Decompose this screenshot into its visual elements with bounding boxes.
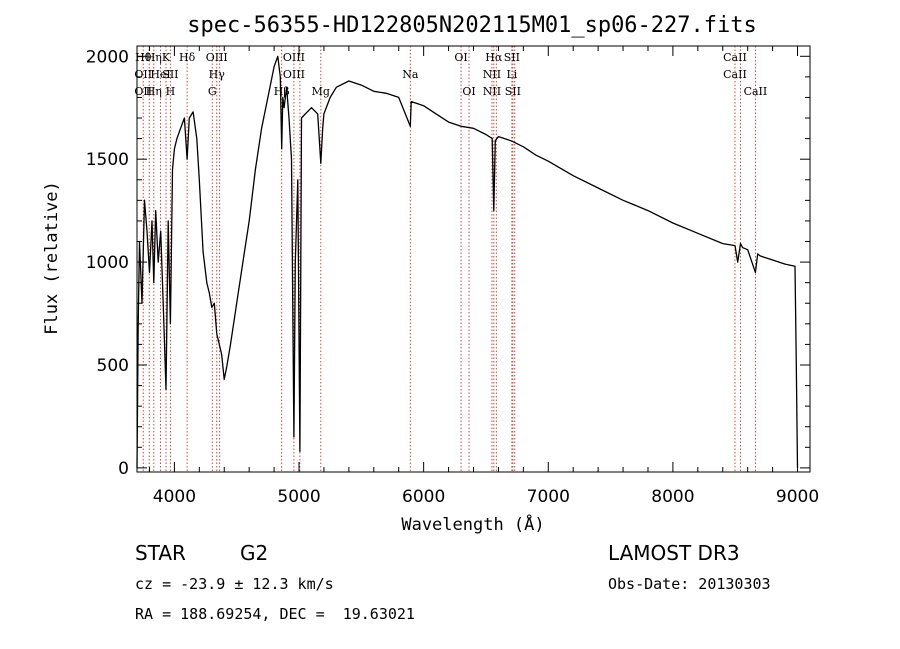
line-label: CaII [744, 85, 768, 98]
line-label: SII [504, 51, 520, 64]
line-label: Li [506, 68, 517, 81]
survey-name: LAMOST DR3 [608, 541, 740, 565]
redshift-text: cz = -23.9 ± 12.3 km/s [135, 575, 334, 593]
line-label: CaII [723, 51, 747, 64]
reference-lines [142, 46, 756, 472]
y-axis-ticks: 0 500 1000 1500 2000 [86, 47, 810, 479]
line-label: Mg [312, 85, 330, 98]
object-class: STAR [135, 541, 186, 565]
line-label: Hδ [179, 51, 196, 64]
line-label: G [208, 85, 217, 98]
line-label: SII [162, 68, 178, 81]
line-label: HeI [150, 68, 170, 81]
spectrum-line [136, 55, 799, 468]
line-label: CaII [723, 68, 747, 81]
object-subclass: G2 [240, 541, 268, 565]
x-axis-ticks: 4000 5000 6000 7000 8000 9000 [148, 46, 819, 507]
line-label: OIII [283, 68, 305, 81]
x-tick-label: 5000 [277, 487, 320, 507]
line-label: NII [483, 68, 501, 81]
line-label: H [166, 85, 176, 98]
line-label: Hη [146, 51, 162, 64]
line-label: OII [134, 68, 152, 81]
obs-date-text: Obs-Date: 20130303 [608, 575, 771, 593]
line-label: Na [402, 68, 419, 81]
x-tick-label: 6000 [402, 487, 445, 507]
x-tick-label: 8000 [651, 487, 694, 507]
line-label: OII [134, 85, 152, 98]
line-label: Hη [146, 85, 162, 98]
chart-title: spec-56355-HD122805N202115M01_sp06-227.f… [187, 13, 757, 38]
plot-frame [136, 45, 811, 473]
line-label: Hθ [135, 51, 152, 64]
x-axis-label: Wavelength (Å) [401, 513, 544, 535]
coordinates-text: RA = 188.69254, DEC = 19.63021 [135, 605, 415, 623]
line-label: K [162, 51, 171, 64]
y-tick-label: 500 [97, 356, 129, 376]
line-label: OI [454, 51, 467, 64]
x-tick-label: 7000 [527, 487, 570, 507]
line-label: OIII [206, 51, 228, 64]
line-label: OIII [283, 51, 305, 64]
x-tick-label: 4000 [153, 487, 196, 507]
line-label: SII [505, 85, 521, 98]
y-tick-label: 1500 [86, 150, 129, 170]
y-tick-label: 1000 [86, 253, 129, 273]
y-tick-label: 0 [118, 459, 129, 479]
line-label: NII [483, 85, 501, 98]
line-labels: HθOIIOIIHηHηHeIKSIIHHδGOIIIHγHβOIIIOIIIM… [134, 51, 767, 98]
line-label: Hα [485, 51, 503, 64]
line-label: Hγ [209, 68, 226, 81]
y-axis-label: Flux (relative) [42, 181, 62, 335]
y-tick-label: 2000 [86, 47, 129, 67]
line-label: OI [462, 85, 475, 98]
x-tick-label: 9000 [776, 487, 819, 507]
